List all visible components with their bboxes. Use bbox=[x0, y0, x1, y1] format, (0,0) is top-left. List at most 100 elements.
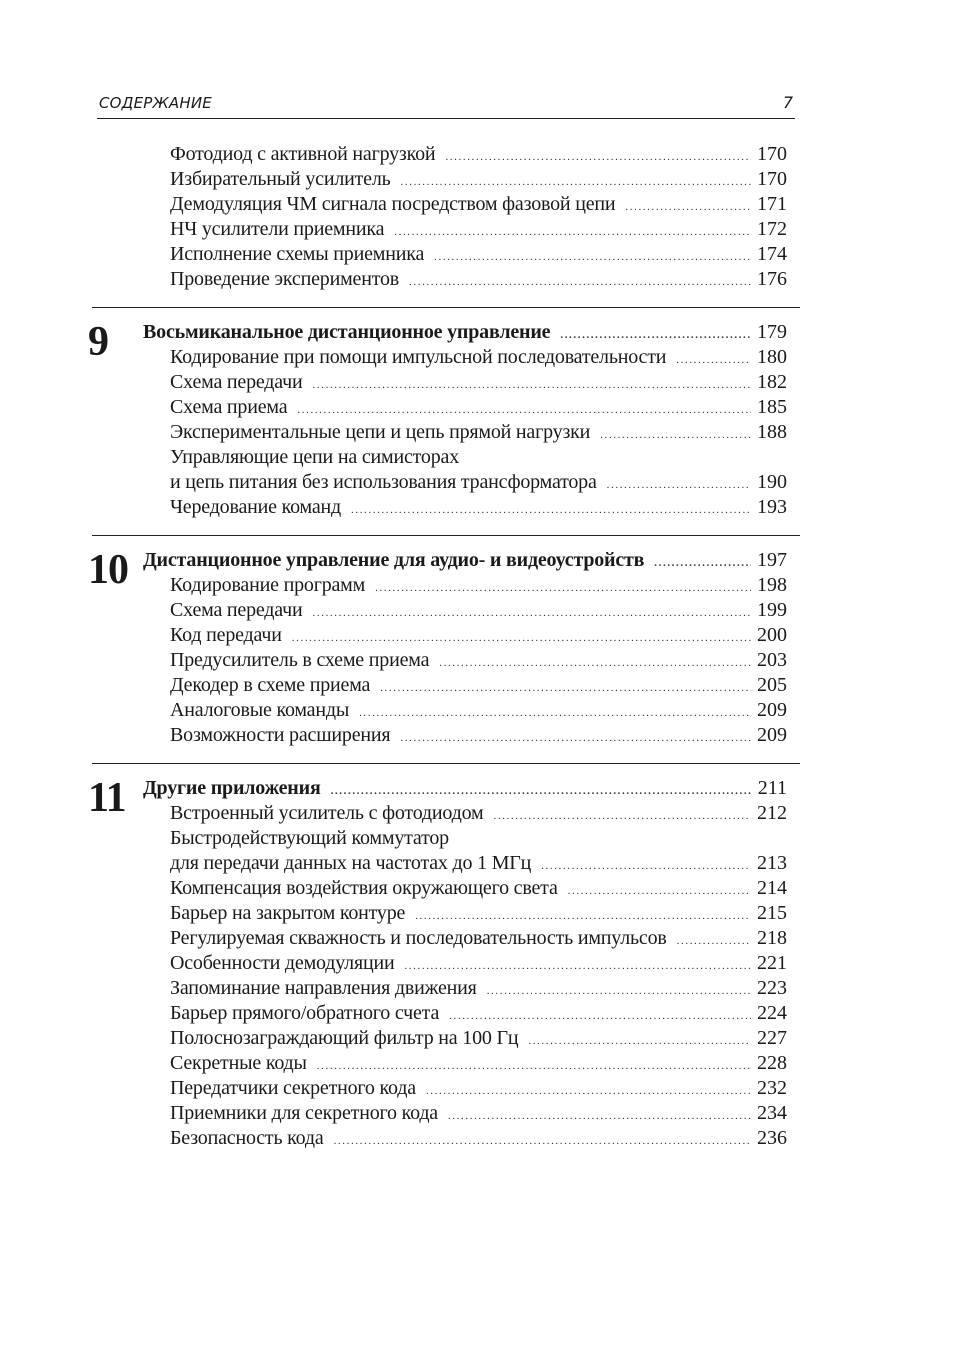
toc-entry-page: 171 bbox=[757, 193, 787, 215]
toc-entry-page: 213 bbox=[757, 852, 787, 874]
toc-entry[interactable]: Проведение экспериментов 176 bbox=[170, 267, 787, 292]
toc-entry[interactable]: Управляющие цепи на симисторах bbox=[170, 445, 787, 470]
chapter-title-row[interactable]: Дистанционное управление для аудио- и ви… bbox=[143, 548, 787, 573]
dot-leader bbox=[654, 551, 751, 576]
toc-entry-page: 172 bbox=[757, 218, 787, 240]
running-header: СОДЕРЖАНИЕ 7 bbox=[97, 92, 795, 119]
toc-entry-label: Компенсация воздействия окружающего свет… bbox=[170, 877, 558, 899]
toc-entry-label: Чередование команд bbox=[170, 496, 341, 518]
chapter-title-row[interactable]: Другие приложения 211 bbox=[143, 776, 787, 801]
toc-entry-label: Схема передачи bbox=[170, 599, 303, 621]
chapter-number: 10 bbox=[88, 547, 129, 593]
toc-entry-page: 200 bbox=[757, 624, 787, 646]
toc-entry-page: 174 bbox=[757, 243, 787, 265]
toc-entry-label: Избирательный усилитель bbox=[170, 168, 391, 190]
toc-entry[interactable]: Фотодиод с активной нагрузкой 170 bbox=[170, 142, 787, 167]
dot-leader bbox=[380, 676, 751, 701]
dot-leader bbox=[313, 601, 751, 626]
toc-entry[interactable]: Передатчики секретного кода 232 bbox=[170, 1076, 787, 1101]
toc-entry-label: Декодер в схеме приема bbox=[170, 674, 371, 696]
toc-entry[interactable]: Барьер на закрытом контуре 215 bbox=[170, 901, 787, 926]
toc-entry[interactable]: Встроенный усилитель с фотодиодом 212 bbox=[170, 801, 787, 826]
toc-entry[interactable]: Схема передачи 199 bbox=[170, 598, 787, 623]
toc-entry[interactable]: Избирательный усилитель 170 bbox=[170, 167, 787, 192]
page-number: 7 bbox=[782, 93, 793, 112]
toc-entry[interactable]: Барьер прямого/обратного счета 224 bbox=[170, 1001, 787, 1026]
toc-entry-page: 205 bbox=[757, 674, 787, 696]
toc-entry-page: 224 bbox=[757, 1002, 787, 1024]
toc-entry[interactable]: Предусилитель в схеме приема 203 bbox=[170, 648, 787, 673]
dot-leader bbox=[541, 854, 751, 879]
chapter-divider bbox=[92, 307, 800, 308]
toc-entry[interactable]: Полоснозаграждающий фильтр на 100 Гц 227 bbox=[170, 1026, 787, 1051]
toc-entry[interactable]: НЧ усилители приемника 172 bbox=[170, 217, 787, 242]
toc-entry-label: Запоминание направления движения bbox=[170, 977, 477, 999]
toc-entry-page: 228 bbox=[757, 1052, 787, 1074]
toc-entry-label: Безопасность кода bbox=[170, 1127, 324, 1149]
toc-entry[interactable]: Схема передачи 182 bbox=[170, 370, 787, 395]
toc-entry[interactable]: Код передачи 200 bbox=[170, 623, 787, 648]
toc-entry-label: Схема приема bbox=[170, 396, 288, 418]
toc-entry-page: 185 bbox=[757, 396, 787, 418]
toc-entry[interactable]: Секретные коды 228 bbox=[170, 1051, 787, 1076]
toc-entry[interactable]: Исполнение схемы приемника 174 bbox=[170, 242, 787, 267]
dot-leader bbox=[448, 1104, 751, 1129]
dot-leader bbox=[394, 220, 751, 245]
toc-entry[interactable]: Схема приема 185 bbox=[170, 395, 787, 420]
toc-entry[interactable]: для передачи данных на частотах до 1 МГц… bbox=[170, 851, 787, 876]
toc-entry-page: 199 bbox=[757, 599, 787, 621]
chapter-number: 11 bbox=[88, 775, 127, 821]
dot-leader bbox=[600, 423, 751, 448]
toc-entry-page: 170 bbox=[757, 143, 787, 165]
toc-entry[interactable]: Аналоговые команды 209 bbox=[170, 698, 787, 723]
toc-entry-page: 193 bbox=[757, 496, 787, 518]
toc-entry[interactable]: Кодирование программ 198 bbox=[170, 573, 787, 598]
dot-leader bbox=[434, 245, 751, 270]
toc-entry[interactable]: и цепь питания без использования трансфо… bbox=[170, 470, 787, 495]
chapter-title-row[interactable]: Восьмиканальное дистанционное управление… bbox=[143, 320, 787, 345]
toc-entry[interactable]: Декодер в схеме приема 205 bbox=[170, 673, 787, 698]
toc-entry-label: для передачи данных на частотах до 1 МГц bbox=[170, 852, 532, 874]
toc-entry-page: 188 bbox=[757, 421, 787, 443]
toc-entry-page: 221 bbox=[757, 952, 787, 974]
toc-entry[interactable]: Демодуляция ЧМ сигнала посредством фазов… bbox=[170, 192, 787, 217]
dot-leader bbox=[676, 348, 751, 373]
toc-entry-page: 209 bbox=[757, 699, 787, 721]
toc-entry-label: Встроенный усилитель с фотодиодом bbox=[170, 802, 484, 824]
chapter-title: Восьмиканальное дистанционное управление bbox=[143, 321, 551, 343]
toc-entry[interactable]: Быстродействующий коммутатор bbox=[170, 826, 787, 851]
dot-leader bbox=[677, 929, 751, 954]
toc-entry-label: Быстродействующий коммутатор bbox=[170, 827, 449, 849]
toc-entry-label: Предусилитель в схеме приема bbox=[170, 649, 430, 671]
chapter-title: Дистанционное управление для аудио- и ви… bbox=[143, 549, 645, 571]
toc-entry-label: Полоснозаграждающий фильтр на 100 Гц bbox=[170, 1027, 519, 1049]
dot-leader bbox=[426, 1079, 751, 1104]
toc-entry-page: 218 bbox=[757, 927, 787, 949]
toc-entry-label: Барьер прямого/обратного счета bbox=[170, 1002, 440, 1024]
toc-entry[interactable]: Чередование команд 193 bbox=[170, 495, 787, 520]
toc-entry-label: Код передачи bbox=[170, 624, 282, 646]
dot-leader bbox=[625, 195, 751, 220]
toc-entry-page: 180 bbox=[757, 346, 787, 368]
toc-entry[interactable]: Регулируемая скважность и последовательн… bbox=[170, 926, 787, 951]
dot-leader bbox=[375, 576, 751, 601]
toc-entry[interactable]: Экспериментальные цепи и цепь прямой наг… bbox=[170, 420, 787, 445]
dot-leader bbox=[313, 373, 751, 398]
toc-entry-label: НЧ усилители приемника bbox=[170, 218, 385, 240]
toc-entry-label: Управляющие цепи на симисторах bbox=[170, 446, 460, 468]
toc-entry-label: Передатчики секретного кода bbox=[170, 1077, 416, 1099]
toc-entry[interactable]: Безопасность кода 236 bbox=[170, 1126, 787, 1151]
toc-entry-label: Экспериментальные цепи и цепь прямой наг… bbox=[170, 421, 591, 443]
toc-entry[interactable]: Возможности расширения 209 bbox=[170, 723, 787, 748]
toc-entry[interactable]: Кодирование при помощи импульсной послед… bbox=[170, 345, 787, 370]
dot-leader bbox=[445, 145, 751, 170]
toc-entry-page: 212 bbox=[757, 802, 787, 824]
toc-entry-label: Приемники для секретного кода bbox=[170, 1102, 438, 1124]
running-header-title: СОДЕРЖАНИЕ bbox=[99, 94, 212, 112]
toc-entry-page: 223 bbox=[757, 977, 787, 999]
toc-entry[interactable]: Приемники для секретного кода 234 bbox=[170, 1101, 787, 1126]
chapter-page: 211 bbox=[757, 777, 787, 799]
toc-entry[interactable]: Компенсация воздействия окружающего свет… bbox=[170, 876, 787, 901]
toc-entry[interactable]: Запоминание направления движения 223 bbox=[170, 976, 787, 1001]
toc-entry[interactable]: Особенности демодуляции 221 bbox=[170, 951, 787, 976]
